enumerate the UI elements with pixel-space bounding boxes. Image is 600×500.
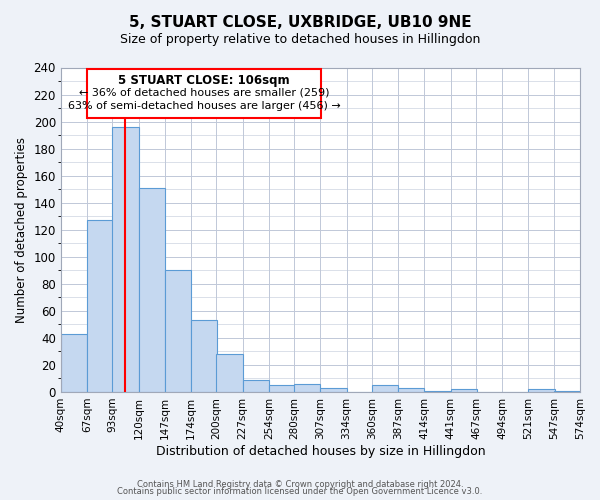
Bar [320,388,347,392]
FancyBboxPatch shape [87,69,322,117]
Bar [398,388,424,392]
Bar [294,384,320,392]
X-axis label: Distribution of detached houses by size in Hillingdon: Distribution of detached houses by size … [155,444,485,458]
Text: 5, STUART CLOSE, UXBRIDGE, UB10 9NE: 5, STUART CLOSE, UXBRIDGE, UB10 9NE [128,15,472,30]
Bar [372,385,398,392]
Bar [112,127,139,392]
Bar [61,334,87,392]
Bar [165,270,191,392]
Text: Contains public sector information licensed under the Open Government Licence v3: Contains public sector information licen… [118,488,482,496]
Bar [269,385,295,392]
Text: Contains HM Land Registry data © Crown copyright and database right 2024.: Contains HM Land Registry data © Crown c… [137,480,463,489]
Bar [242,380,269,392]
Text: 63% of semi-detached houses are larger (456) →: 63% of semi-detached houses are larger (… [68,102,341,112]
Bar [424,390,451,392]
Bar [451,390,477,392]
Text: 5 STUART CLOSE: 106sqm: 5 STUART CLOSE: 106sqm [118,74,290,88]
Y-axis label: Number of detached properties: Number of detached properties [15,136,28,322]
Bar [529,390,555,392]
Bar [554,390,580,392]
Bar [191,320,217,392]
Bar [217,354,242,392]
Bar [139,188,165,392]
Bar [87,220,113,392]
Text: Size of property relative to detached houses in Hillingdon: Size of property relative to detached ho… [120,32,480,46]
Text: ← 36% of detached houses are smaller (259): ← 36% of detached houses are smaller (25… [79,88,329,98]
